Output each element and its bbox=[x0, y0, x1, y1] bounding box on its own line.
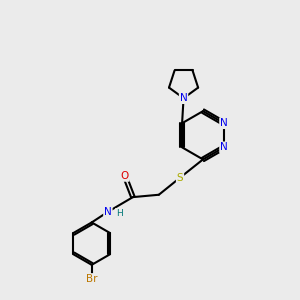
Text: O: O bbox=[121, 171, 129, 181]
Text: H: H bbox=[116, 209, 122, 218]
Text: Br: Br bbox=[86, 274, 98, 284]
Text: N: N bbox=[104, 207, 112, 217]
Text: N: N bbox=[180, 93, 188, 103]
Text: N: N bbox=[220, 142, 228, 152]
Text: S: S bbox=[177, 173, 183, 183]
Text: N: N bbox=[220, 118, 228, 128]
